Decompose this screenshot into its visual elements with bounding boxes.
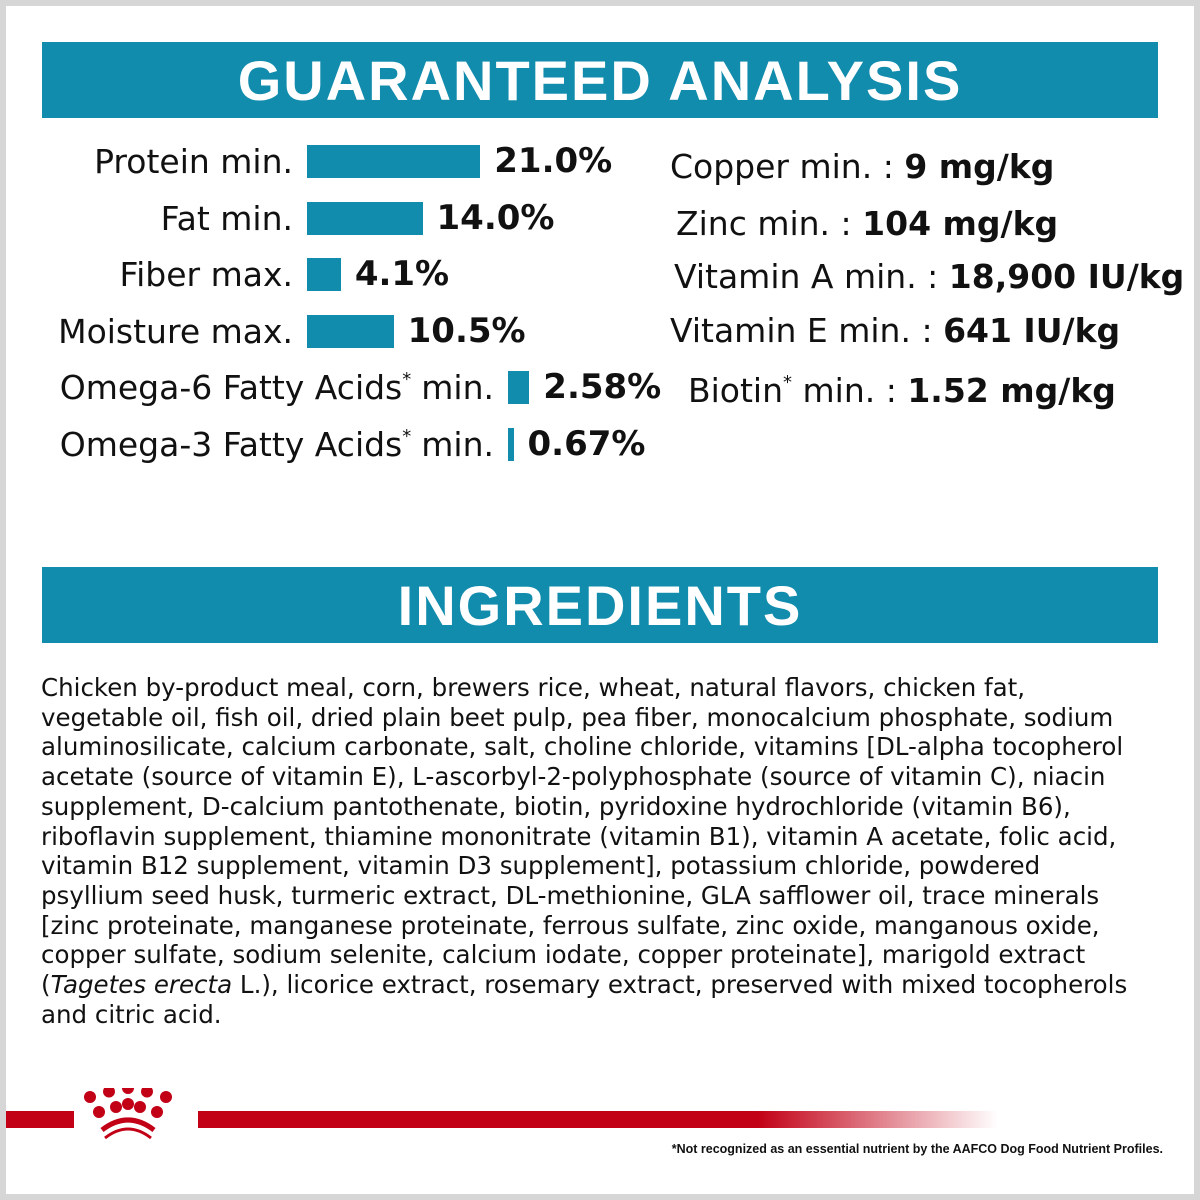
mineral-row: Zinc min. : 104 mg/kg xyxy=(676,204,1058,243)
mineral-value: 18,900 IU/kg xyxy=(948,257,1185,296)
nutrient-bar xyxy=(508,428,514,461)
nutrient-label: Omega-6 Fatty Acids* min. xyxy=(60,368,494,407)
ingredient-line: [zinc proteinate, manganese proteinate, … xyxy=(41,910,1100,940)
nutrient-label: Protein min. xyxy=(94,142,293,181)
mineral-label: Vitamin E min. : xyxy=(670,311,944,350)
nutrient-bar xyxy=(508,371,530,404)
nutrient-name: Protein min. xyxy=(94,142,293,181)
mineral-qualifier: min. : xyxy=(792,371,908,410)
ingredient-line: supplement, D-calcium pantothenate, biot… xyxy=(41,791,1071,821)
ingredient-line: copper sulfate, sodium selenite, calcium… xyxy=(41,940,1086,970)
mineral-value: 641 IU/kg xyxy=(943,311,1121,350)
ingredient-line: Chicken by-product meal, corn, brewers r… xyxy=(41,673,1026,702)
ingredient-line: psyllium seed husk, turmeric extract, DL… xyxy=(41,880,1100,910)
nutrient-bar xyxy=(307,315,394,348)
nutrient-bar xyxy=(307,202,423,235)
asterisk: * xyxy=(402,369,412,390)
asterisk: * xyxy=(402,426,412,447)
mineral-value: 104 mg/kg xyxy=(862,204,1059,243)
ingredient-italic: Tagetes erecta xyxy=(50,970,233,1000)
nutrient-bar xyxy=(307,258,341,291)
nutrient-name: Moisture max. xyxy=(58,312,293,351)
guaranteed-analysis-header: GUARANTEED ANALYSIS xyxy=(42,42,1158,118)
ingredient-line: aluminosilicate, calcium carbonate, salt… xyxy=(41,732,1124,762)
mineral-row: Vitamin E min. : 641 IU/kg xyxy=(670,311,1120,350)
brand-stripe-left xyxy=(6,1111,74,1128)
mineral-label: Zinc min. : xyxy=(676,204,863,243)
mineral-row: Copper min. : 9 mg/kg xyxy=(670,147,1054,186)
ingredient-line: riboflavin supplement, thiamine mononitr… xyxy=(41,821,1117,851)
ingredient-line: (Tagetes erecta L.), licorice extract, r… xyxy=(41,970,1127,1000)
mineral-label: Biotin xyxy=(688,371,784,410)
footnote: *Not recognized as an essential nutrient… xyxy=(671,1142,1163,1156)
mineral-value: 9 mg/kg xyxy=(904,147,1055,186)
nutrient-label: Fat min. xyxy=(161,199,293,238)
nutrient-qualifier: min. xyxy=(421,368,494,407)
ingredient-line: vegetable oil, fish oil, dried plain bee… xyxy=(41,702,1114,732)
nutrient-label: Fiber max. xyxy=(120,255,293,294)
mineral-row: Biotin* min. : 1.52 mg/kg xyxy=(688,371,1116,410)
brand-stripe-right xyxy=(198,1111,998,1128)
nutrient-value: 21.0% xyxy=(494,141,613,181)
ingredient-text: L.), licorice extract, rosemary extract,… xyxy=(232,970,1128,1000)
ingredients-text: Chicken by-product meal, corn, brewers r… xyxy=(41,673,1127,1029)
nutrient-bar xyxy=(307,145,481,178)
mineral-label: Copper min. : xyxy=(670,147,905,186)
mineral-row: Vitamin A min. : 18,900 IU/kg xyxy=(674,257,1184,296)
mineral-label: Vitamin A min. : xyxy=(674,257,949,296)
nutrient-name: Omega-3 Fatty Acids xyxy=(59,425,403,464)
nutrient-value: 2.58% xyxy=(543,367,662,407)
ingredient-text: ( xyxy=(41,970,51,1000)
ingredient-line: vitamin B12 supplement, vitamin D3 suppl… xyxy=(41,851,1041,881)
nutrient-value: 10.5% xyxy=(407,311,526,351)
nutrient-value: 0.67% xyxy=(527,424,646,464)
mineral-value: 1.52 mg/kg xyxy=(907,371,1116,410)
nutrient-value: 4.1% xyxy=(354,254,450,294)
ingredient-line: and citric acid. xyxy=(41,999,222,1029)
nutrient-name: Fiber max. xyxy=(119,255,293,294)
nutrient-value: 14.0% xyxy=(436,198,555,238)
royal-crown-logo-icon xyxy=(84,1088,172,1140)
nutrient-name: Omega-6 Fatty Acids xyxy=(59,368,403,407)
nutrient-name: Fat min. xyxy=(160,199,293,238)
asterisk: * xyxy=(783,372,793,393)
nutrient-label: Omega-3 Fatty Acids* min. xyxy=(60,425,494,464)
nutrient-label: Moisture max. xyxy=(58,312,293,351)
ingredients-header: INGREDIENTS xyxy=(42,567,1158,643)
nutrient-qualifier: min. xyxy=(421,425,494,464)
ingredient-line: acetate (source of vitamin E), L-ascorby… xyxy=(41,762,1106,792)
